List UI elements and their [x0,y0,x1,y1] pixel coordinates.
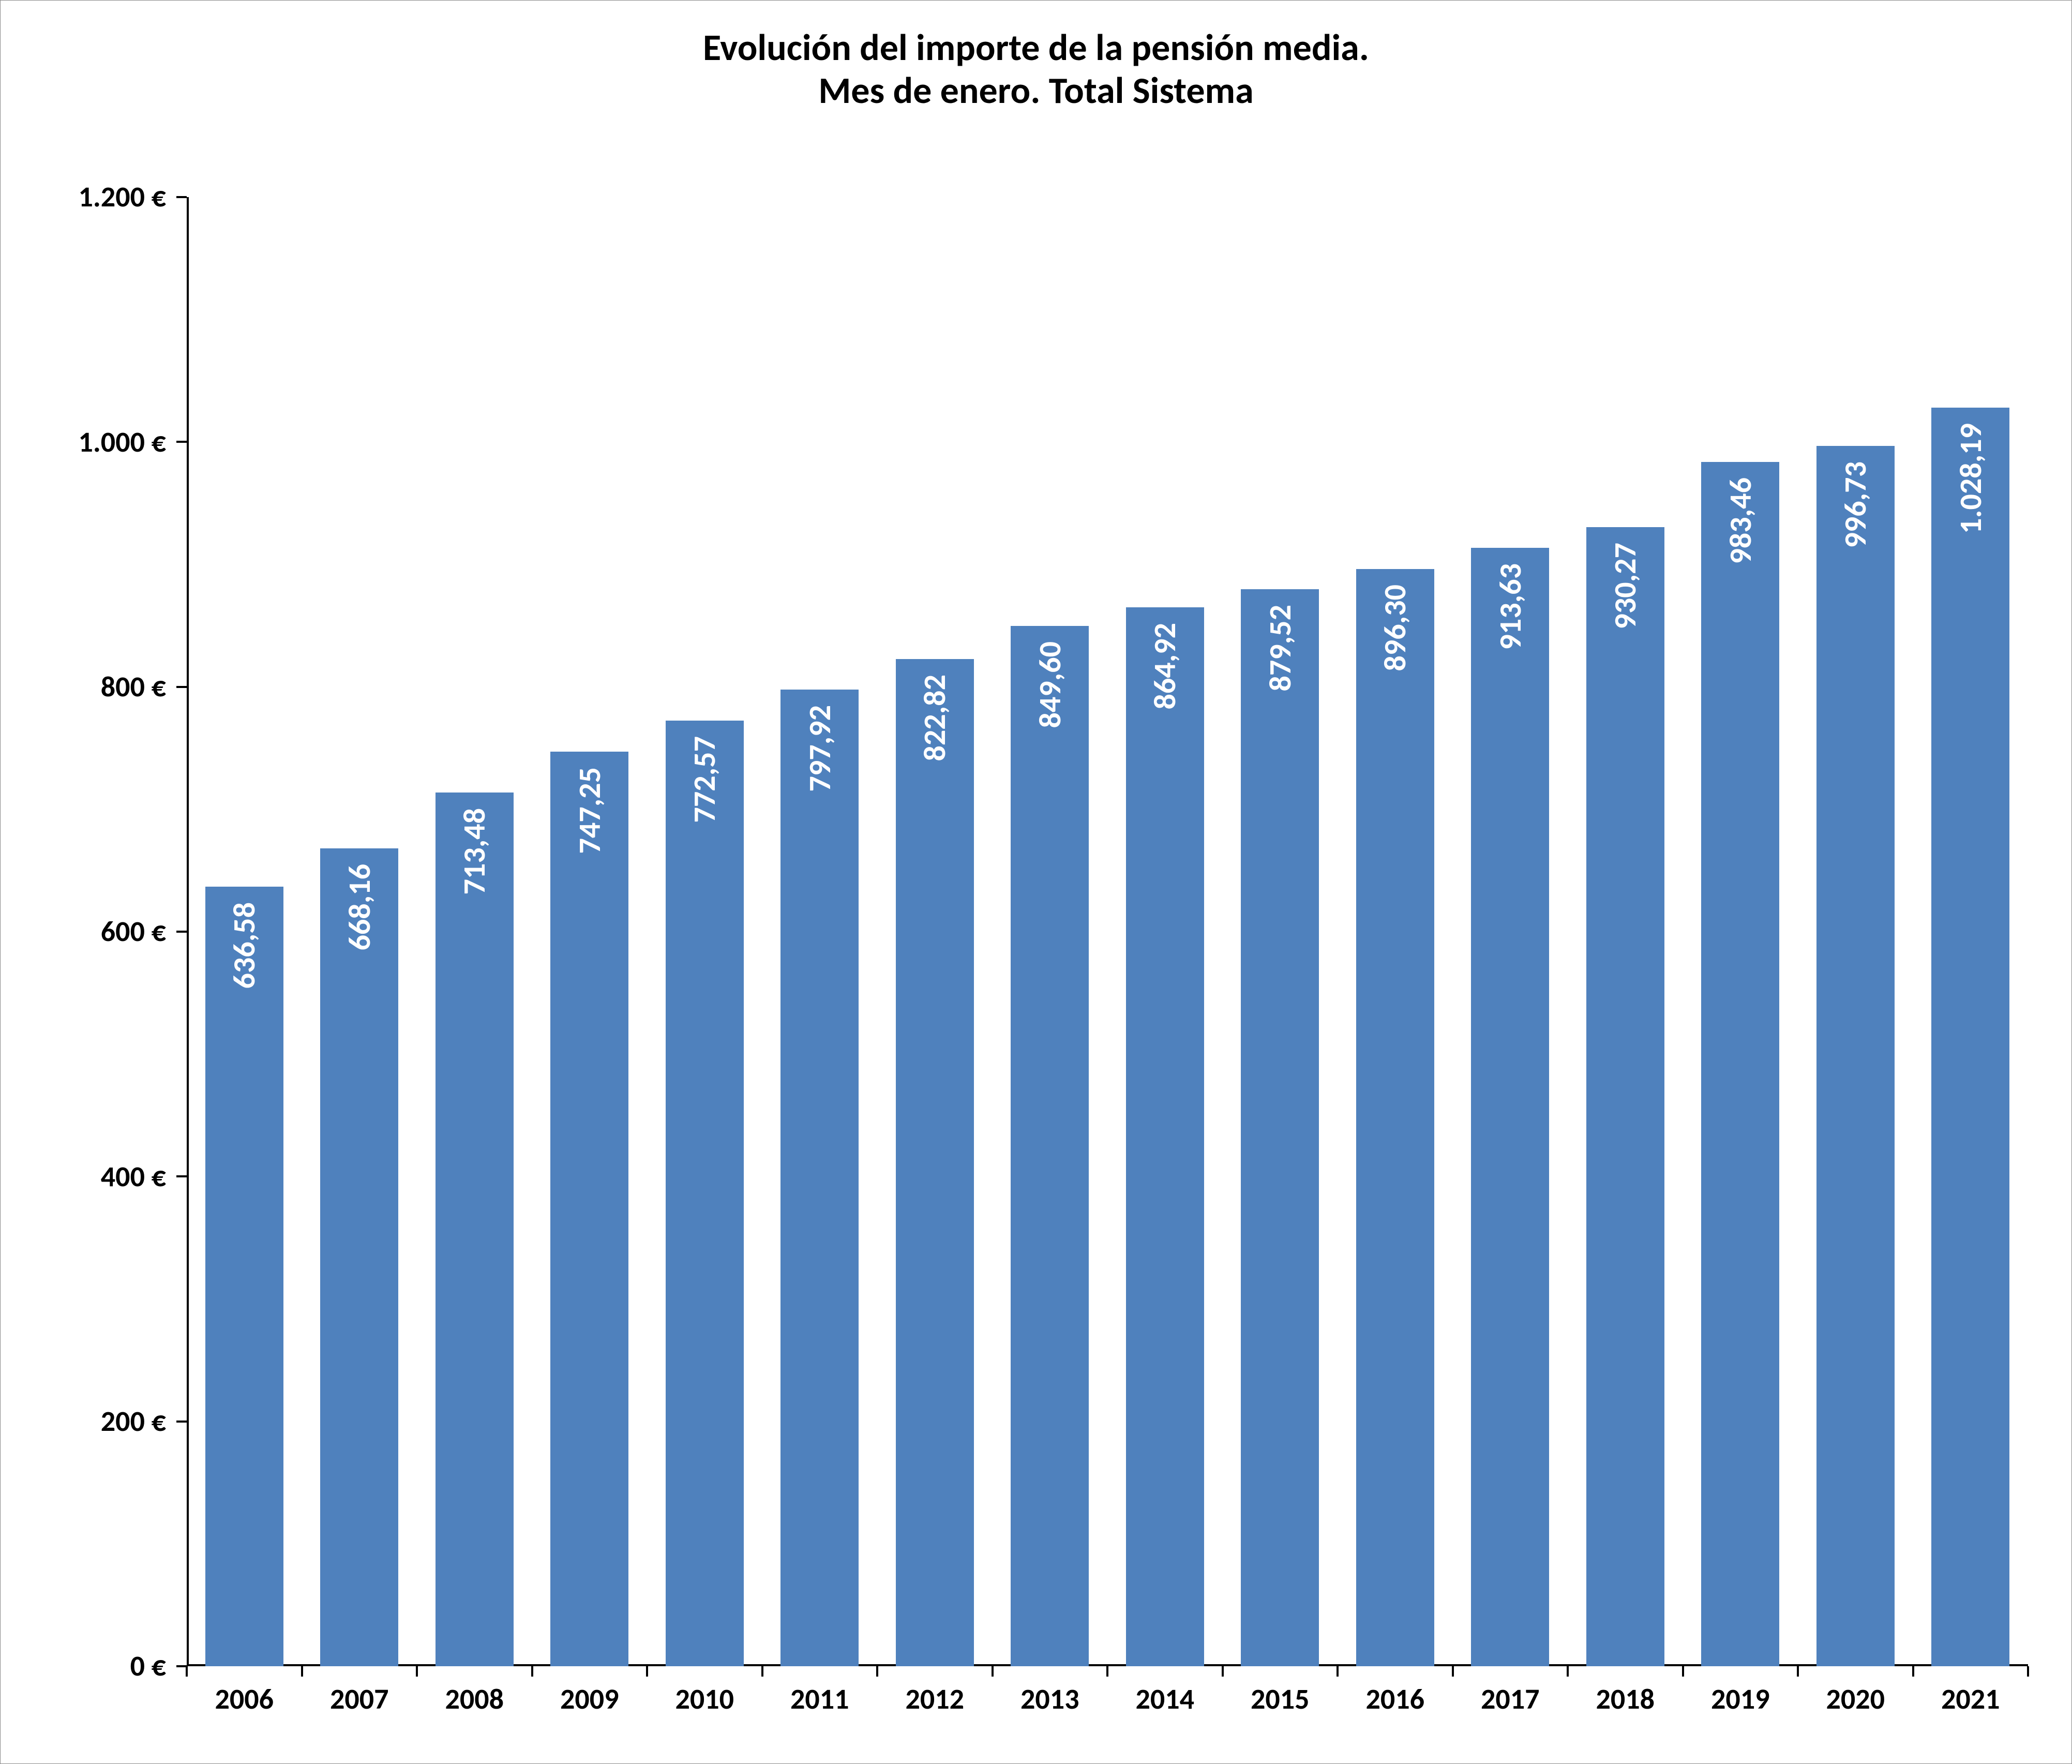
x-tick-label: 2013 [993,1682,1108,1717]
bar-value-label: 747,25 [571,767,609,854]
bar [205,887,283,1666]
bar-value-label: 930,27 [1606,543,1644,630]
chart-frame: Evolución del importe de la pensión medi… [0,0,2072,1764]
x-tick-label: 2020 [1798,1682,1913,1717]
x-tick-mark [646,1666,648,1677]
x-tick-mark [1567,1666,1569,1677]
x-tick-label: 2009 [532,1682,648,1717]
bar [1586,527,1664,1666]
bar [666,721,744,1666]
bar [320,848,398,1666]
bar [1931,408,2009,1666]
plot-area: 0 €200 €400 €600 €800 €1.000 €1.200 €636… [187,197,2028,1666]
x-tick-mark [1682,1666,1684,1677]
bar-value-label: 896,30 [1376,585,1414,671]
x-tick-label: 2019 [1683,1682,1798,1717]
bar [436,793,514,1666]
x-tick-label: 2006 [187,1682,302,1717]
x-tick-label: 2007 [302,1682,417,1717]
bar-value-label: 913,63 [1492,563,1529,650]
bar-value-label: 822,82 [916,675,954,761]
x-tick-label: 2015 [1223,1682,1338,1717]
x-tick-mark [1452,1666,1454,1677]
y-tick-mark [176,196,187,198]
bar-value-label: 668,16 [341,864,379,951]
bar [1701,462,1779,1666]
y-tick-mark [176,1175,187,1177]
x-tick-mark [1337,1666,1339,1677]
x-tick-mark [186,1666,188,1677]
bar-value-label: 864,92 [1146,623,1184,710]
y-tick-mark [176,686,187,688]
x-tick-mark [1222,1666,1224,1677]
y-tick-mark [176,1665,187,1667]
y-tick-label: 1.000 € [11,425,166,460]
bar [1126,607,1204,1666]
y-tick-label: 800 € [11,669,166,705]
chart-title: Evolución del importe de la pensión medi… [1,1,2071,112]
y-tick-mark [176,441,187,443]
x-tick-label: 2008 [417,1682,532,1717]
bar [550,752,628,1666]
bar-value-label: 713,48 [456,808,493,895]
x-tick-label: 2011 [762,1682,878,1717]
x-tick-label: 2012 [877,1682,993,1717]
x-tick-mark [1106,1666,1108,1677]
y-tick-label: 0 € [11,1649,166,1684]
bar [896,659,974,1666]
x-tick-mark [761,1666,763,1677]
x-tick-mark [992,1666,994,1677]
chart-title-line1: Evolución del importe de la pensión medi… [703,25,1369,70]
y-tick-label: 400 € [11,1159,166,1194]
y-tick-mark [176,1421,187,1423]
x-tick-mark [416,1666,418,1677]
y-tick-label: 200 € [11,1404,166,1439]
bar [1241,589,1319,1666]
bar [780,690,859,1666]
bar-value-label: 1.028,19 [1952,423,1990,534]
x-tick-label: 2017 [1453,1682,1568,1717]
x-tick-mark [876,1666,878,1677]
x-tick-mark [1797,1666,1799,1677]
bar-value-label: 879,52 [1262,605,1299,692]
bar-value-label: 849,60 [1031,641,1069,728]
bar [1011,626,1089,1666]
x-tick-label: 2016 [1338,1682,1453,1717]
x-tick-label: 2021 [1913,1682,2029,1717]
y-tick-label: 600 € [11,914,166,949]
bar-value-label: 636,58 [226,902,263,989]
bar [1471,548,1549,1666]
y-tick-label: 1.200 € [11,180,166,215]
x-tick-mark [1912,1666,1914,1677]
bar-value-label: 797,92 [801,705,839,792]
bar-value-label: 996,73 [1837,461,1874,548]
bar-value-label: 772,57 [686,736,724,823]
x-tick-label: 2010 [647,1682,762,1717]
bar-value-label: 983,46 [1722,477,1760,564]
x-tick-mark [531,1666,533,1677]
bar [1816,446,1895,1666]
y-tick-mark [176,931,187,933]
x-tick-mark [2027,1666,2029,1677]
chart-title-line2: Mes de enero. Total Sistema [818,68,1253,113]
y-axis-line [187,197,189,1666]
x-tick-mark [301,1666,303,1677]
x-tick-label: 2014 [1107,1682,1223,1717]
x-tick-label: 2018 [1568,1682,1683,1717]
bar [1356,569,1434,1666]
